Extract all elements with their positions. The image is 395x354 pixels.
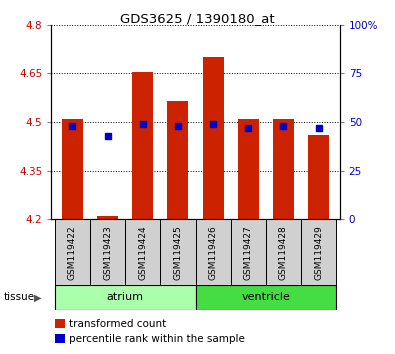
FancyBboxPatch shape: [266, 219, 301, 285]
Point: [139, 121, 146, 127]
Text: ventricle: ventricle: [241, 292, 290, 302]
Point: [280, 123, 287, 129]
Bar: [97, 216, 118, 219]
Text: GDS3625 / 1390180_at: GDS3625 / 1390180_at: [120, 12, 275, 25]
Point: [175, 123, 181, 129]
FancyBboxPatch shape: [196, 285, 336, 310]
Bar: [238, 119, 259, 219]
Text: GSM119428: GSM119428: [279, 225, 288, 280]
FancyBboxPatch shape: [231, 219, 266, 285]
Text: GSM119422: GSM119422: [68, 225, 77, 280]
Text: GSM119429: GSM119429: [314, 225, 323, 280]
Text: GSM119423: GSM119423: [103, 225, 112, 280]
Point: [210, 121, 216, 127]
FancyBboxPatch shape: [160, 219, 196, 285]
Bar: [62, 119, 83, 219]
Text: GSM119426: GSM119426: [209, 225, 218, 280]
Point: [104, 133, 111, 139]
Text: GSM119427: GSM119427: [244, 225, 253, 280]
Point: [316, 125, 322, 131]
Text: tissue: tissue: [4, 292, 35, 302]
Text: GSM119424: GSM119424: [138, 225, 147, 280]
FancyBboxPatch shape: [196, 219, 231, 285]
Bar: [167, 101, 188, 219]
FancyBboxPatch shape: [125, 219, 160, 285]
Text: ▶: ▶: [34, 292, 41, 302]
FancyBboxPatch shape: [55, 219, 90, 285]
Bar: [203, 57, 224, 219]
Point: [69, 123, 75, 129]
FancyBboxPatch shape: [55, 285, 196, 310]
Point: [245, 125, 252, 131]
FancyBboxPatch shape: [90, 219, 125, 285]
Text: atrium: atrium: [107, 292, 144, 302]
Text: GSM119425: GSM119425: [173, 225, 182, 280]
FancyBboxPatch shape: [301, 219, 336, 285]
Bar: [308, 135, 329, 219]
Bar: [132, 72, 153, 219]
Bar: [273, 119, 294, 219]
Text: transformed count: transformed count: [69, 319, 166, 329]
Text: percentile rank within the sample: percentile rank within the sample: [69, 334, 245, 344]
